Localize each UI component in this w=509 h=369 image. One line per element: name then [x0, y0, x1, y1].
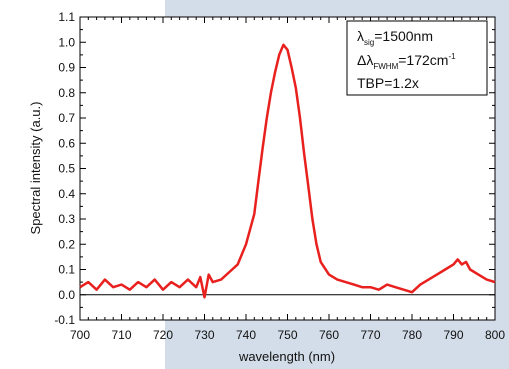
x-tick-label: 790: [443, 328, 463, 342]
y-tick-label: 0.9: [58, 61, 75, 75]
legend-lambda-symbol: λ: [357, 28, 364, 44]
y-tick-label: 0.2: [58, 237, 75, 251]
x-tick-label: 760: [319, 328, 339, 342]
legend-box: λsig=1500nm ΔλFWHM=172cm-1 TBP=1.2x: [346, 20, 488, 96]
x-tick-label: 700: [70, 328, 90, 342]
x-tick-labels: 700 710 720 730 740 750 760 770 780 790 800: [70, 328, 505, 342]
legend-delta-sub: FWHM: [373, 62, 398, 71]
y-tick-labels: -0.1 0.0 0.1 0.2 0.3 0.4 0.5 0.6 0.7 0.8 0.9 1.0 1.1: [54, 10, 75, 327]
y-tick-label: 0.4: [58, 187, 75, 201]
y-tick-label: 0.3: [58, 212, 75, 226]
axis-ticks: [79, 16, 496, 321]
y-tick-label: 0.7: [58, 111, 75, 125]
legend-lambda-value: =1500nm: [374, 28, 433, 44]
legend-lambda-line: λsig=1500nm: [357, 28, 433, 47]
y-tick-label: 0.8: [58, 86, 75, 100]
legend-delta-sup: -1: [448, 52, 456, 61]
legend-delta-symbol: Δλ: [357, 52, 373, 68]
y-tick-label: -0.1: [54, 313, 75, 327]
y-axis-title: Spectral intensity (a.u.): [28, 102, 43, 235]
x-tick-label: 710: [111, 328, 131, 342]
y-tick-label: 0.0: [58, 288, 75, 302]
x-axis-title: wavelength (nm): [238, 349, 335, 364]
x-tick-label: 800: [485, 328, 505, 342]
legend-delta-value: =172cm: [398, 52, 448, 68]
y-tick-label: 0.6: [58, 136, 75, 150]
legend-lambda-sub: sig: [364, 38, 374, 47]
x-tick-label: 720: [153, 328, 173, 342]
x-tick-label: 780: [402, 328, 422, 342]
y-tick-label: 1.1: [58, 10, 75, 24]
y-tick-label: 1.0: [58, 35, 75, 49]
x-tick-label: 740: [236, 328, 256, 342]
x-tick-label: 750: [277, 328, 297, 342]
y-tick-label: 0.1: [58, 263, 75, 277]
legend-fwhm-line: ΔλFWHM=172cm-1: [357, 52, 456, 71]
legend-tbp-line: TBP=1.2x: [357, 75, 419, 91]
y-tick-label: 0.5: [58, 162, 75, 176]
x-tick-label: 770: [360, 328, 380, 342]
x-tick-label: 730: [194, 328, 214, 342]
spectrum-series-line: [79, 43, 496, 299]
